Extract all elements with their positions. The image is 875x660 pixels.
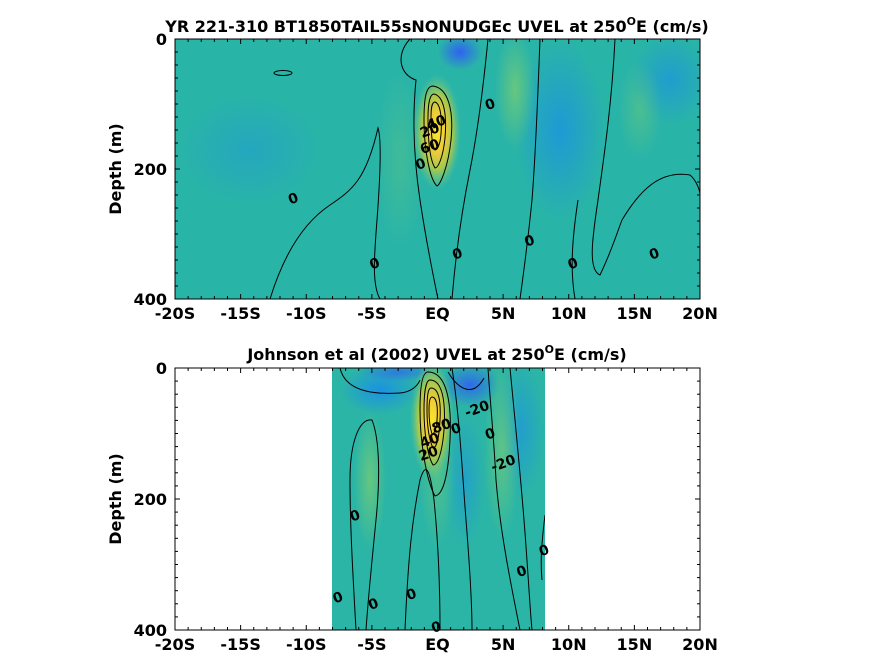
x-tick-label: -10S (286, 635, 326, 654)
y-tick-label: 400 (134, 621, 167, 640)
x-tick-label: -15S (220, 635, 260, 654)
x-tick-label: -5S (357, 635, 386, 654)
panel1-x-axis: -20S -15S -10S -5S EQ 5N 10N 15N 20N (155, 39, 718, 323)
panel-observations: Johnson et al (2002) UVEL at 250OE (cm/s… (106, 343, 718, 654)
panel2-y-axis: 0 200 400 (134, 359, 700, 640)
y-tick-label: 0 (156, 30, 167, 49)
x-tick-label: -10S (286, 304, 326, 323)
panel2-heatmap (332, 368, 545, 630)
contour-label: 80 (430, 416, 454, 438)
x-tick-label: -5S (357, 304, 386, 323)
x-tick-label: 10N (551, 304, 587, 323)
contour-label: 40 (418, 430, 442, 452)
x-tick-label: 15N (617, 635, 653, 654)
panel2-title: Johnson et al (2002) UVEL at 250OE (cm/s… (246, 343, 626, 364)
x-tick-label: -15S (220, 304, 260, 323)
panel1-heatmap (175, 39, 700, 299)
x-tick-label: 5N (491, 635, 516, 654)
contour-label: 40 (425, 112, 449, 134)
x-tick-label: 10N (551, 635, 587, 654)
x-tick-label: -20S (155, 635, 195, 654)
y-tick-label: 200 (134, 160, 167, 179)
panel1-y-axis: 0 200 400 (134, 30, 700, 309)
y-tick-label: 0 (156, 359, 167, 378)
y-tick-label: 400 (134, 290, 167, 309)
panel2-ylabel: Depth (m) (106, 453, 125, 545)
contour-label: 20 (417, 443, 441, 465)
panel2-x-axis: -20S -15S -10S -5S EQ 5N 10N 15N 20N (155, 368, 718, 654)
contour-label: 60 (418, 136, 442, 158)
contour-label: 20 (418, 120, 442, 142)
y-tick-label: 200 (134, 490, 167, 509)
x-tick-label: EQ (425, 635, 450, 654)
panel-model: YR 221-310 BT1850TAIL55sNONUDGEc UVEL at… (106, 15, 718, 323)
x-tick-label: EQ (425, 304, 450, 323)
panel1-title: YR 221-310 BT1850TAIL55sNONUDGEc UVEL at… (164, 15, 708, 36)
panel1-ylabel: Depth (m) (106, 123, 125, 215)
x-tick-label: -20S (155, 304, 195, 323)
x-tick-label: 20N (682, 304, 718, 323)
x-tick-label: 5N (491, 304, 516, 323)
x-tick-label: 20N (682, 635, 718, 654)
x-tick-label: 15N (617, 304, 653, 323)
